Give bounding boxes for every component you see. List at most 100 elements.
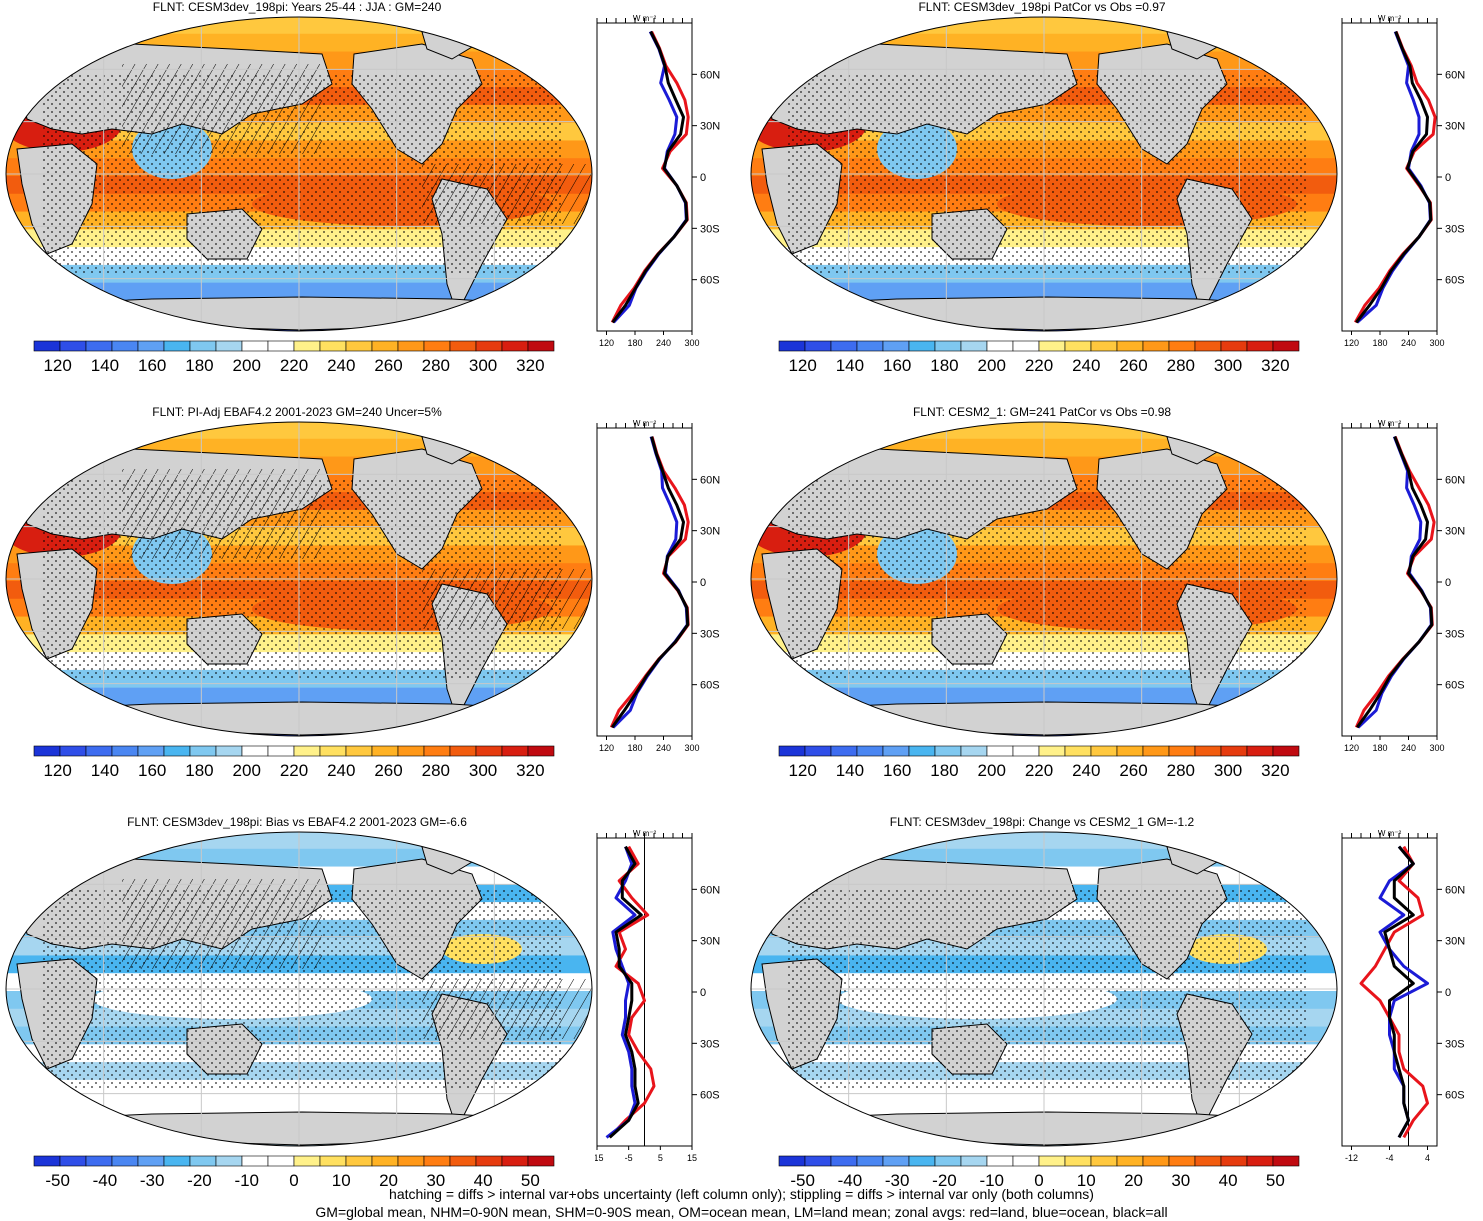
x-tick-label: 240	[1401, 743, 1416, 753]
colorbar-swatch	[908, 1155, 936, 1167]
lat-tick-label: 30N	[700, 936, 720, 948]
panel-2: FLNT: CESM3dev_198pi PatCor vs Obs =0.97…	[745, 0, 1483, 405]
colorbar-swatch	[1194, 340, 1222, 352]
colorbar-swatch	[85, 745, 113, 757]
land-mass	[786, 296, 1308, 331]
colorbar-swatch	[449, 745, 477, 757]
colorbar: 120 140 160 180 200 220 240 260 280 300 320	[778, 340, 1300, 375]
colorbar-tick-label: 240	[1072, 356, 1100, 375]
map-field	[6, 422, 592, 736]
colorbar-swatch	[501, 1155, 529, 1167]
colorbar-swatch	[293, 1155, 321, 1167]
colorbar-swatch	[501, 745, 529, 757]
colorbar-swatch	[1272, 745, 1300, 757]
colorbar-tick-label: 300	[1214, 761, 1242, 780]
x-tick-label: 180	[1372, 338, 1387, 348]
colorbar: -50 -40 -30 -20 -10 0 10 20 30 40 50	[778, 1155, 1300, 1190]
panel-6: FLNT: CESM3dev_198pi: Change vs CESM2_1 …	[745, 815, 1483, 1220]
colorbar-swatch	[986, 340, 1014, 352]
lat-tick-label: 60S	[700, 680, 720, 692]
colorbar-tick-label: 280	[422, 356, 450, 375]
x-tick-label: -4	[1385, 1153, 1393, 1163]
x-tick-label: 300	[1429, 743, 1444, 753]
colorbar-tick-label: 240	[1072, 761, 1100, 780]
x-tick-label: 240	[1401, 338, 1416, 348]
colorbar-swatch	[241, 340, 269, 352]
colorbar-swatch	[59, 1155, 87, 1167]
colorbar: 120 140 160 180 200 220 240 260 280 300 320	[33, 340, 555, 375]
colorbar-swatch	[475, 340, 503, 352]
colorbar-tick-label: 0	[1034, 1171, 1043, 1190]
map-field	[751, 422, 1337, 736]
colorbar-swatch	[1038, 340, 1066, 352]
colorbar-swatch	[1064, 1155, 1092, 1167]
colorbar-tick-label: 40	[1219, 1171, 1238, 1190]
colorbar-swatch	[475, 745, 503, 757]
colorbar-swatch	[319, 1155, 347, 1167]
colorbar-swatch	[1012, 745, 1040, 757]
colorbar-swatch	[33, 340, 61, 352]
zonal-ocean-line	[612, 30, 688, 324]
colorbar-swatch	[1168, 745, 1196, 757]
x-tick-label: 120	[599, 338, 614, 348]
colorbar-swatch	[397, 340, 425, 352]
hatching-overlay	[122, 879, 322, 969]
colorbar-swatch	[59, 745, 87, 757]
map-border	[750, 831, 1338, 1147]
colorbar-swatch	[241, 1155, 269, 1167]
colorbar-swatch	[804, 745, 832, 757]
zonal-frame	[596, 22, 693, 332]
panel-3: FLNT: PI-Adj EBAF4.2 2001-2023 GM=240 Un…	[0, 405, 741, 810]
colorbar-swatch	[1142, 340, 1170, 352]
panel-title: FLNT: CESM3dev_198pi: Bias vs EBAF4.2 20…	[127, 815, 467, 829]
x-tick-label: 300	[1429, 338, 1444, 348]
colorbar-tick-label: 140	[836, 761, 864, 780]
colorbar-swatch	[1090, 1155, 1118, 1167]
colorbar-swatch	[1038, 1155, 1066, 1167]
colorbar-swatch	[778, 1155, 806, 1167]
colorbar: 120 140 160 180 200 220 240 260 280 300 320	[33, 745, 555, 780]
footer-note-hatching: hatching = diffs > internal var+obs unce…	[389, 1186, 1094, 1202]
x-tick-label: 300	[684, 338, 699, 348]
colorbar-tick-label: 300	[469, 356, 497, 375]
zonal-frame	[1341, 22, 1438, 332]
colorbar-swatch	[830, 340, 858, 352]
x-tick-label: 300	[684, 743, 699, 753]
x-tick-label: -12	[1345, 1153, 1358, 1163]
colorbar-swatch	[189, 1155, 217, 1167]
colorbar-swatch	[882, 745, 910, 757]
zonal-land-line	[609, 436, 690, 729]
colorbar-tick-label: 180	[185, 356, 213, 375]
colorbar: 120 140 160 180 200 220 240 260 280 300 320	[778, 745, 1300, 780]
panel-title: FLNT: CESM3dev_198pi PatCor vs Obs =0.97	[918, 0, 1166, 14]
hatching-overlay	[422, 164, 592, 224]
hatching-overlay	[422, 979, 592, 1039]
map-border	[750, 421, 1338, 737]
colorbar-swatch	[293, 745, 321, 757]
lat-tick-label: 30N	[700, 526, 720, 538]
lat-tick-label: 60N	[1445, 474, 1465, 486]
colorbar-swatch	[1012, 1155, 1040, 1167]
map-field	[751, 17, 1337, 331]
colorbar-tick-label: 220	[280, 356, 308, 375]
x-tick-label: 240	[656, 743, 671, 753]
colorbar-tick-label: 160	[883, 761, 911, 780]
hatching-overlay	[122, 64, 322, 154]
map-plot	[5, 831, 593, 1147]
x-tick-label: -15	[595, 1153, 604, 1163]
zonal-land-line	[1353, 31, 1437, 324]
lat-tick-label: 60N	[700, 474, 720, 486]
zonal-all-line	[1355, 436, 1434, 729]
colorbar-swatch	[449, 1155, 477, 1167]
map-border	[5, 16, 593, 332]
colorbar-swatch	[319, 340, 347, 352]
colorbar-swatch	[960, 1155, 988, 1167]
colorbar-swatch	[527, 1155, 555, 1167]
colorbar: -50 -40 -30 -20 -10 0 10 20 30 40 50	[33, 1155, 555, 1190]
colorbar-swatch	[1168, 340, 1196, 352]
colorbar-tick-label: 50	[521, 1171, 540, 1190]
colorbar-tick-label: 160	[138, 761, 166, 780]
zonal-land-line	[1354, 436, 1436, 729]
panel-4: FLNT: CESM2_1: GM=241 PatCor vs Obs =0.9…	[745, 405, 1483, 810]
